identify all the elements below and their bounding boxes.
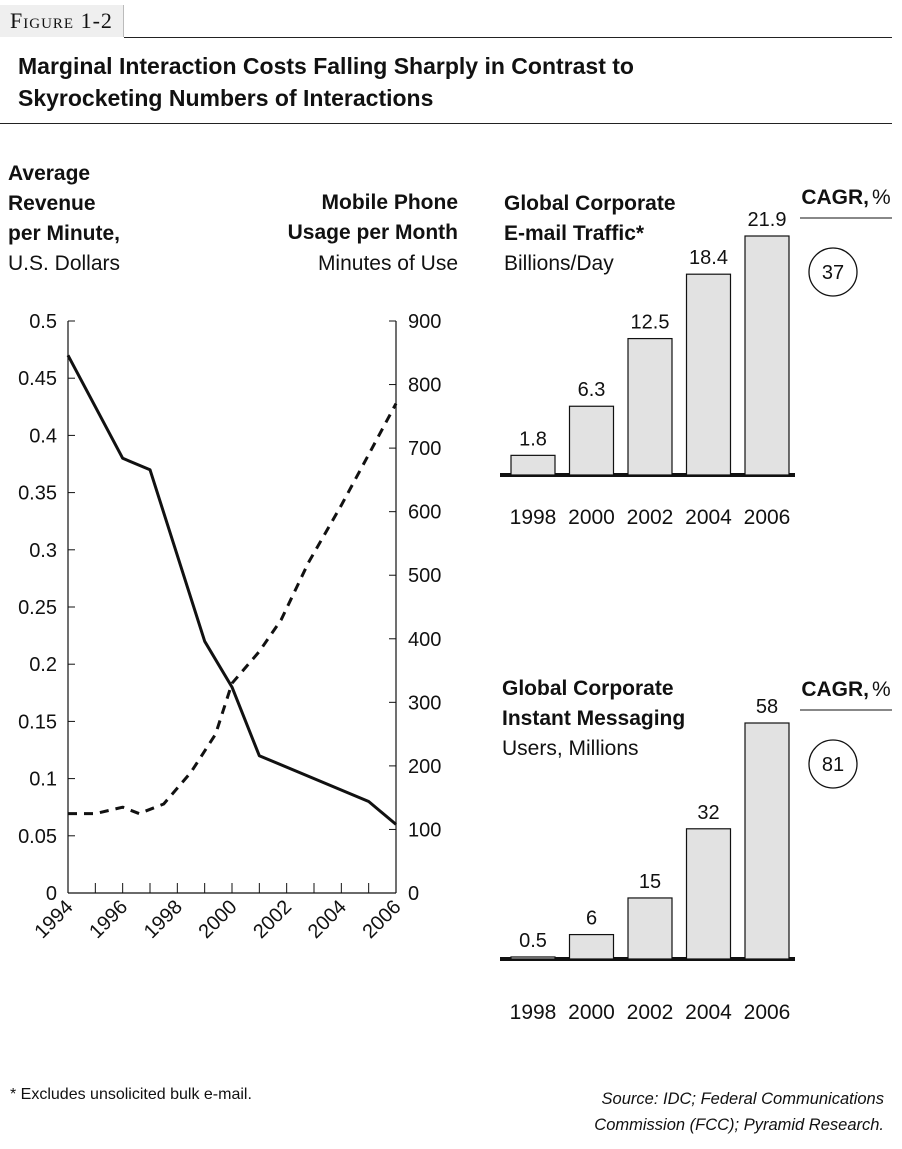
im-value-label: 6	[586, 908, 597, 930]
x-tick-label: 1998	[140, 896, 187, 943]
email-bar	[510, 454, 556, 476]
x-tick-label: 2004	[304, 896, 351, 943]
title-rule	[0, 123, 892, 124]
im-value-label: 32	[697, 802, 719, 824]
figure-label: Figure 1-2	[0, 5, 124, 37]
email-value-label: 6.3	[578, 379, 606, 401]
email-title: E-mail Traffic*	[504, 222, 645, 245]
left-tick-label: 0.25	[18, 597, 57, 619]
left-axis-unit: U.S. Dollars	[8, 252, 120, 275]
im-category-label: 2004	[685, 1001, 732, 1024]
email-category-label: 2000	[568, 506, 615, 529]
source-note: Source: IDC; Federal Communications Comm…	[594, 1086, 884, 1138]
im-value-label: 0.5	[519, 930, 547, 952]
source-line-2: Commission (FCC); Pyramid Research.	[594, 1116, 884, 1134]
im-value-label: 58	[756, 696, 778, 718]
im-bar	[627, 897, 673, 960]
right-tick-label: 900	[408, 311, 441, 333]
email-value-label: 1.8	[519, 428, 547, 450]
x-tick-label: 1994	[31, 896, 78, 943]
right-tick-label: 200	[408, 756, 441, 778]
email-cagr-value: 37	[822, 262, 844, 284]
right-tick-label: 300	[408, 692, 441, 714]
x-tick-label: 1996	[85, 896, 132, 943]
im-category-label: 2000	[568, 1001, 615, 1024]
email-title: Global Corporate	[504, 192, 676, 215]
revenue-per-minute-line	[66, 354, 397, 826]
source-line-1: Source: IDC; Federal Communications	[601, 1090, 884, 1108]
footnote: * Excludes unsolicited bulk e-mail.	[10, 1086, 252, 1103]
right-tick-label: 800	[408, 375, 441, 397]
left-tick-label: 0.05	[18, 826, 57, 848]
im-category-label: 2002	[627, 1001, 674, 1024]
im-cagr-label: CAGR,	[801, 678, 869, 701]
email-value-label: 12.5	[631, 312, 670, 334]
right-tick-label: 0	[408, 883, 419, 905]
right-tick-label: 400	[408, 629, 441, 651]
figure-title: Marginal Interaction Costs Falling Sharp…	[18, 50, 778, 114]
im-cagr-value: 81	[822, 754, 844, 776]
email-bar	[568, 405, 615, 476]
im-bar	[568, 933, 615, 960]
left-tick-label: 0.45	[18, 368, 57, 390]
right-tick-label: 100	[408, 819, 441, 841]
left-tick-label: 0.5	[29, 311, 57, 333]
left-tick-label: 0.15	[18, 711, 57, 733]
im-title: Instant Messaging	[502, 707, 685, 730]
left-tick-label: 0.35	[18, 483, 57, 505]
left-axis-title: per Minute,	[8, 222, 120, 245]
im-bar	[685, 828, 732, 960]
left-tick-label: 0.4	[29, 425, 57, 447]
title-line-2: Skyrocketing Numbers of Interactions	[18, 85, 434, 111]
x-tick-label: 2002	[249, 896, 296, 943]
email-unit: Billions/Day	[504, 252, 614, 275]
im-value-label: 15	[639, 871, 661, 893]
email-bar	[744, 235, 790, 476]
right-tick-label: 500	[408, 565, 441, 587]
top-rule	[124, 37, 892, 38]
im-cagr-unit: %	[872, 678, 891, 701]
mobile-usage-line	[68, 402, 398, 816]
email-bar	[627, 337, 673, 476]
email-category-label: 2006	[744, 506, 791, 529]
right-axis-title: Mobile Phone	[322, 191, 459, 214]
email-cagr-unit: %	[872, 186, 891, 209]
email-category-label: 2002	[627, 506, 674, 529]
im-bar	[744, 722, 790, 960]
im-title: Global Corporate	[502, 677, 674, 700]
email-value-label: 18.4	[689, 247, 728, 269]
email-value-label: 21.9	[748, 209, 787, 231]
left-tick-label: 0.3	[29, 540, 57, 562]
email-category-label: 1998	[510, 506, 557, 529]
left-tick-label: 0.1	[29, 769, 57, 791]
x-tick-label: 2006	[359, 896, 406, 943]
im-unit: Users, Millions	[502, 737, 639, 760]
right-axis-title: Usage per Month	[288, 221, 458, 244]
email-cagr-label: CAGR,	[801, 186, 869, 209]
x-tick-label: 2000	[195, 896, 242, 943]
title-line-1: Marginal Interaction Costs Falling Sharp…	[18, 53, 634, 79]
email-category-label: 2004	[685, 506, 732, 529]
im-bar	[510, 956, 556, 960]
left-tick-label: 0.2	[29, 654, 57, 676]
im-category-label: 1998	[510, 1001, 557, 1024]
email-cagr-circle	[808, 247, 858, 297]
im-category-label: 2006	[744, 1001, 791, 1024]
left-tick-label: 0	[46, 883, 57, 905]
right-axis-unit: Minutes of Use	[318, 252, 458, 275]
right-tick-label: 700	[408, 438, 441, 460]
left-axis-title: Average	[8, 162, 90, 185]
email-bar	[685, 273, 732, 476]
im-cagr-circle	[808, 739, 858, 789]
right-tick-label: 600	[408, 502, 441, 524]
left-axis-title: Revenue	[8, 192, 96, 215]
